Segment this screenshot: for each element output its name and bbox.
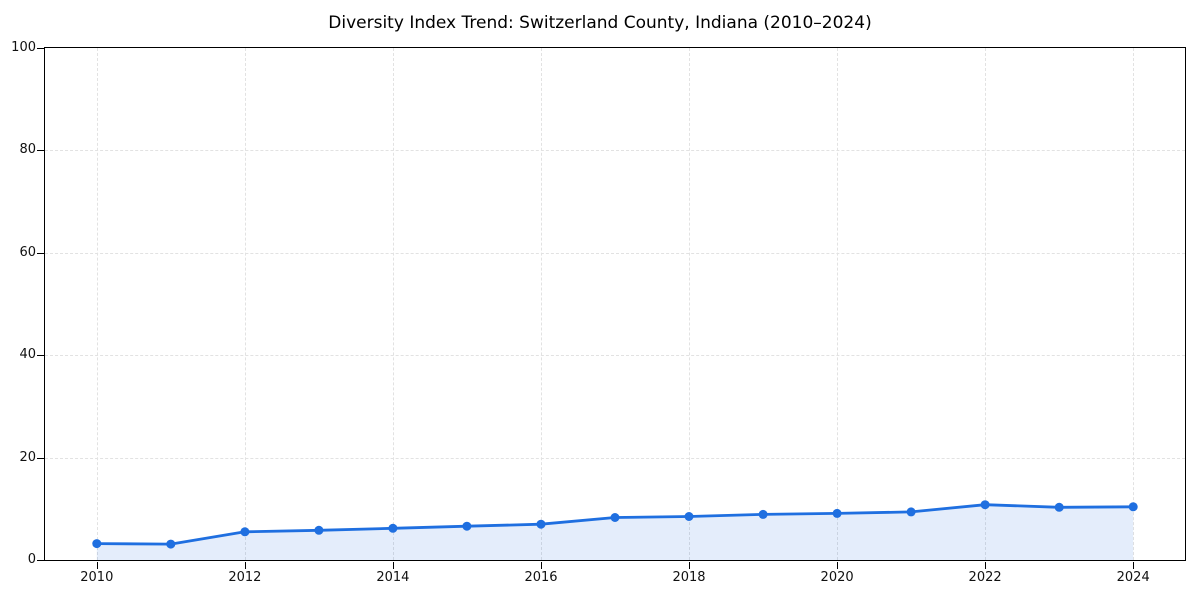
y-axis-tick xyxy=(37,48,44,49)
x-axis-tick xyxy=(541,561,542,569)
y-axis-tick xyxy=(37,252,44,254)
area-fill xyxy=(96,504,1134,560)
data-point-marker xyxy=(388,523,398,533)
y-axis-tick-label: 100 xyxy=(11,40,36,55)
plot-area xyxy=(44,47,1186,561)
x-axis-tick-label: 2012 xyxy=(228,570,262,585)
gridline-vertical xyxy=(985,48,987,560)
x-axis-tick-label: 2018 xyxy=(672,570,706,585)
x-axis-tick xyxy=(1133,561,1135,569)
data-point-marker xyxy=(906,507,916,517)
gridline-vertical xyxy=(837,48,839,560)
data-point-marker xyxy=(314,525,324,535)
gridline-horizontal xyxy=(45,457,1185,459)
gridline-vertical xyxy=(541,48,542,560)
y-axis-tick xyxy=(37,355,44,357)
data-point-marker xyxy=(758,509,768,519)
data-point-marker xyxy=(684,512,694,521)
x-axis-tick-label: 2010 xyxy=(80,570,114,585)
chart-title: Diversity Index Trend: Switzerland Count… xyxy=(328,13,872,33)
gridline-horizontal xyxy=(45,252,1185,254)
x-axis-tick-label: 2014 xyxy=(376,570,410,585)
x-axis-tick xyxy=(689,561,690,569)
x-axis-tick xyxy=(244,561,246,569)
x-axis-tick-label: 2020 xyxy=(820,570,854,585)
y-axis-tick xyxy=(37,457,44,459)
data-point-marker xyxy=(166,539,176,549)
data-point-marker xyxy=(1054,502,1064,512)
data-point-marker xyxy=(832,508,842,518)
gridline-horizontal xyxy=(45,355,1185,357)
y-axis-tick-label: 0 xyxy=(27,552,36,567)
y-axis-tick xyxy=(37,150,44,152)
data-point-marker xyxy=(92,539,102,549)
x-axis-tick xyxy=(392,561,394,569)
x-axis-tick-label: 2024 xyxy=(1116,570,1150,585)
gridline-vertical xyxy=(1133,48,1135,560)
x-axis-tick xyxy=(985,561,987,569)
gridline-vertical xyxy=(392,48,394,560)
data-point-marker xyxy=(462,521,472,531)
gridline-vertical xyxy=(244,48,246,560)
plot-canvas xyxy=(45,48,1185,560)
x-axis-tick-label: 2022 xyxy=(968,570,1002,585)
x-axis-tick-label: 2016 xyxy=(524,570,558,585)
y-axis-tick-label: 60 xyxy=(19,244,36,260)
x-axis-tick xyxy=(96,561,98,569)
gridline-horizontal xyxy=(45,150,1185,152)
y-axis-tick-label: 20 xyxy=(19,449,36,465)
line-series-svg xyxy=(92,500,1138,560)
gridline-vertical xyxy=(96,48,98,560)
y-axis-tick-label: 40 xyxy=(19,347,36,363)
y-axis-tick xyxy=(37,560,44,561)
y-axis-tick-label: 80 xyxy=(19,142,36,158)
gridline-vertical xyxy=(689,48,690,560)
data-point-marker xyxy=(1128,502,1138,512)
x-axis-tick xyxy=(837,561,839,569)
data-point-marker xyxy=(610,513,620,522)
data-point-marker xyxy=(536,519,546,529)
data-point-marker xyxy=(980,500,990,510)
data-point-marker xyxy=(240,527,250,537)
